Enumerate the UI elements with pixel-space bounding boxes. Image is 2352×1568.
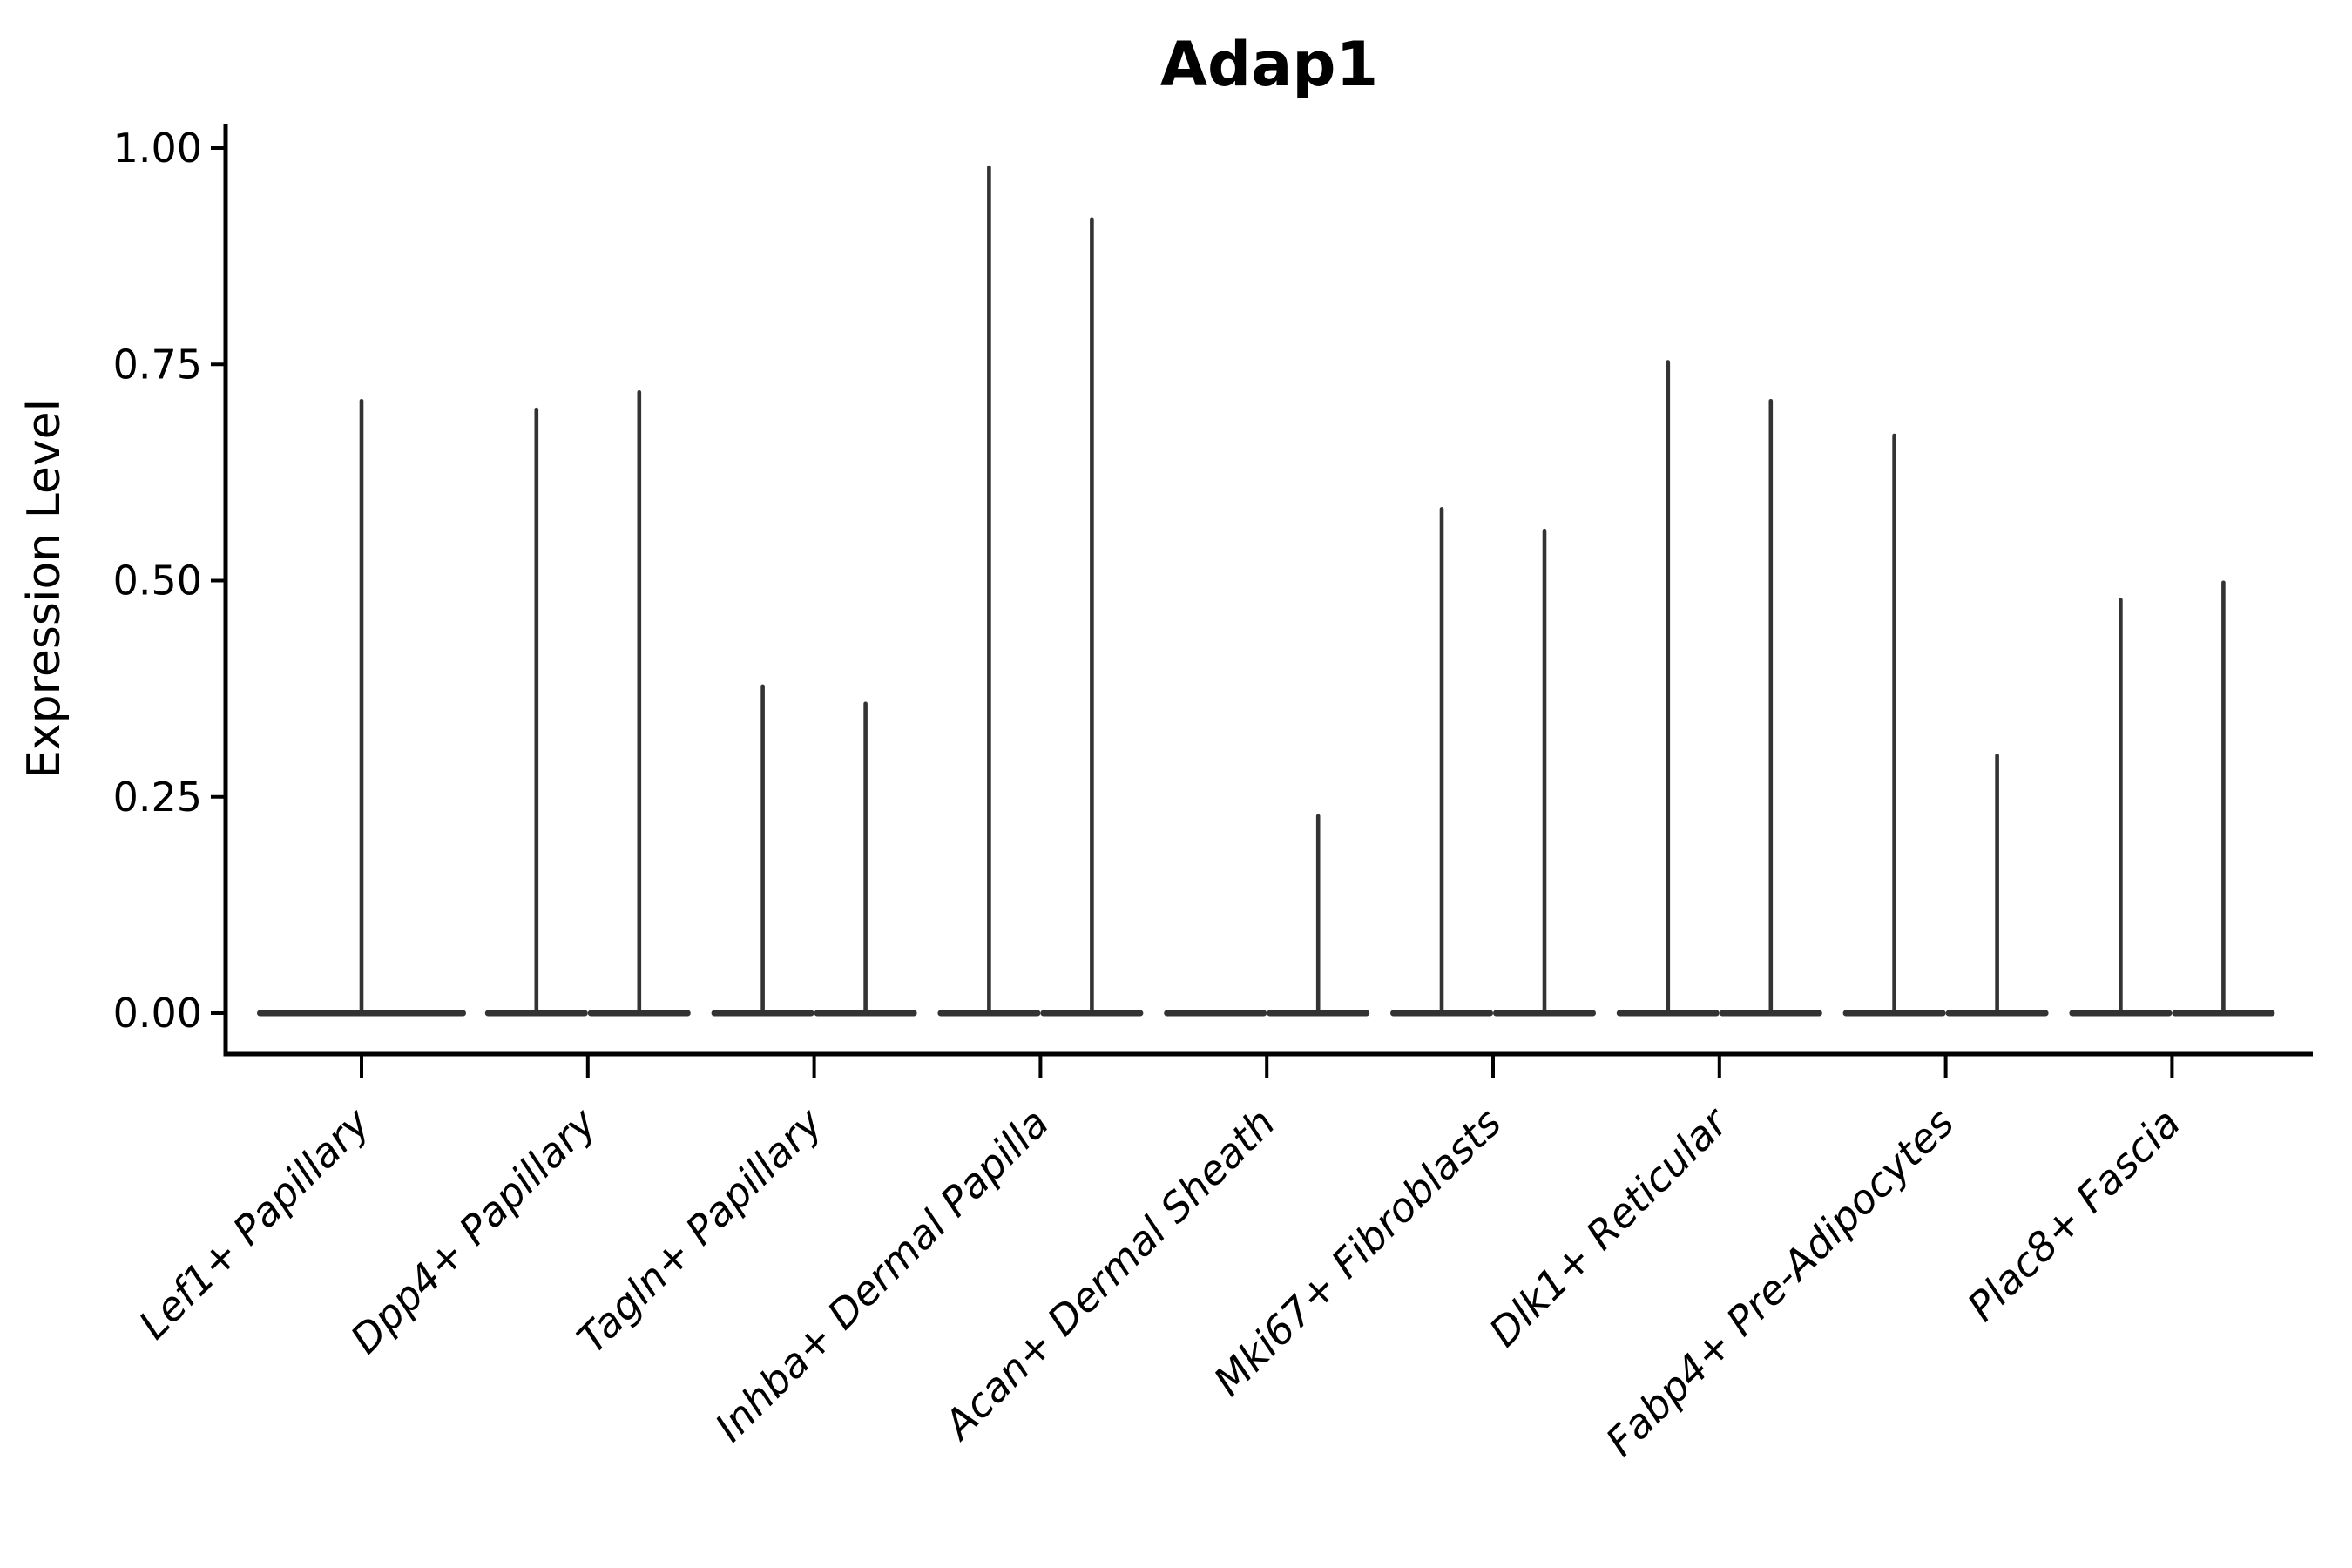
violin-spike	[1090, 217, 1094, 1017]
y-tick-label: 1.00	[113, 125, 202, 172]
violin-spike	[1892, 433, 1896, 1017]
violin-spike	[1542, 528, 1547, 1017]
x-tick-label: Dpp4+ Papillary	[341, 1098, 605, 1362]
x-tick-label: Plac8+ Fascia	[1958, 1099, 2189, 1330]
axes-layer	[211, 124, 2313, 1078]
chart-title: Adap1	[1160, 29, 1378, 100]
y-tick-label: 0.75	[113, 341, 202, 388]
violin-spike	[534, 407, 539, 1017]
y-tick-label: 0.00	[113, 990, 202, 1037]
violin-spike	[1995, 754, 1999, 1017]
tick-labels-layer: 0.00 0.25 0.50 0.75 1.00 Lef1+ PapillaryDpp4+…	[113, 125, 2190, 1465]
x-tick-label: Tagln+ Papillary	[568, 1098, 832, 1362]
violin-spike	[1439, 507, 1444, 1017]
violin-spike	[987, 165, 991, 1017]
violin-spike	[760, 684, 765, 1017]
violin-base	[1164, 1010, 1267, 1017]
x-tick-label: Dlk1+ Reticular	[1480, 1097, 1739, 1355]
violin-spike	[2221, 580, 2226, 1017]
violin-spike	[359, 398, 364, 1017]
violin-spike	[1768, 398, 1774, 1017]
violin-spike	[1315, 814, 1321, 1017]
violins-layer	[257, 165, 2275, 1017]
violin-spike	[863, 701, 868, 1017]
y-tick-label: 0.25	[113, 774, 202, 821]
violin-spike	[637, 390, 642, 1017]
x-tick-label: Lef1+ Papillary	[130, 1098, 379, 1348]
y-axis-label: Expression Level	[18, 399, 71, 779]
violin-spike	[2119, 598, 2123, 1017]
violin-spike	[1666, 360, 1671, 1017]
y-tick-label: 0.50	[113, 558, 202, 605]
